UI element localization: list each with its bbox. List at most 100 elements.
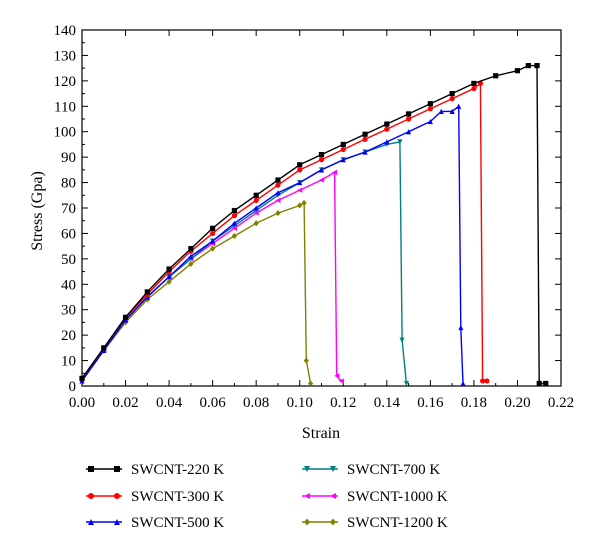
legend-marker <box>114 466 120 472</box>
data-point <box>231 213 238 219</box>
legend-item: SWCNT-1000 K <box>302 489 448 505</box>
axis-ticks: 0.00 0.02 0.04 0.06 0.08 0.10 0.12 0.14 0.16 0.18… <box>54 23 575 411</box>
x-axis-label: Strain <box>302 425 340 442</box>
data-point <box>301 199 307 207</box>
x-tick-label: 0.00 <box>69 395 95 411</box>
data-point <box>318 152 325 158</box>
legend-marker <box>88 466 94 472</box>
legend-label: SWCNT-700 K <box>347 462 440 478</box>
y-tick-label: 120 <box>54 74 77 90</box>
data-point <box>384 121 390 127</box>
legend-item: SWCNT-700 K <box>302 462 440 478</box>
data-point <box>253 192 259 198</box>
x-tick-label: 0.22 <box>548 395 574 411</box>
plot-frame <box>81 29 562 387</box>
y-tick-label: 50 <box>61 252 76 268</box>
series-line <box>81 64 546 385</box>
y-tick-label: 20 <box>61 328 76 344</box>
data-point <box>543 380 549 387</box>
data-point <box>484 378 490 384</box>
x-tick-label: 0.14 <box>374 395 401 411</box>
x-tick-label: 0.20 <box>504 395 530 411</box>
data-point <box>297 162 303 168</box>
data-point <box>275 190 281 196</box>
data-point <box>210 230 216 237</box>
y-axis-label: Stress (Gpa) <box>29 171 46 251</box>
x-tick-label: 0.08 <box>243 395 269 411</box>
data-point <box>397 139 403 145</box>
data-point <box>340 146 346 153</box>
data-point <box>493 73 499 79</box>
data-point <box>340 141 346 148</box>
x-tick-label: 0.18 <box>461 395 487 411</box>
data-point <box>166 274 172 280</box>
data-point <box>399 337 405 343</box>
data-point <box>303 357 309 364</box>
data-point <box>210 225 216 231</box>
data-point <box>253 197 259 203</box>
legend-label: SWCNT-220 K <box>131 462 224 478</box>
series-line <box>81 202 312 384</box>
y-tick-label: 100 <box>54 125 77 141</box>
series-swcnt-700-k <box>79 139 410 387</box>
data-point <box>275 177 281 183</box>
data-point <box>534 63 540 69</box>
legend-marker <box>304 466 310 472</box>
data-point <box>460 380 466 387</box>
series-swcnt-220-k <box>79 63 549 387</box>
data-point <box>449 108 455 114</box>
data-point <box>79 375 85 381</box>
data-point <box>275 182 281 188</box>
series-swcnt-300-k <box>79 80 490 384</box>
data-point <box>438 108 444 114</box>
data-point <box>297 202 303 209</box>
data-point <box>405 129 412 135</box>
legend-marker <box>88 493 94 499</box>
y-tick-label: 40 <box>61 277 76 293</box>
y-tick-label: 0 <box>69 379 77 395</box>
data-point <box>405 116 412 122</box>
data-point <box>471 85 477 92</box>
data-point <box>210 238 216 244</box>
data-point <box>144 289 150 295</box>
data-point <box>427 106 433 112</box>
data-point <box>308 380 314 387</box>
data-point <box>536 380 542 387</box>
data-point <box>253 205 259 211</box>
data-point <box>471 80 477 86</box>
data-point <box>480 378 486 384</box>
data-point <box>101 345 107 351</box>
data-point <box>449 96 455 102</box>
data-point <box>427 118 433 125</box>
series-swcnt-1200-k <box>79 199 314 387</box>
data-point <box>318 167 325 173</box>
legend-label: SWCNT-500 K <box>131 515 224 531</box>
data-point <box>166 266 172 272</box>
data-point <box>338 378 344 384</box>
data-point <box>253 220 259 227</box>
legend-item: SWCNT-500 K <box>86 515 224 531</box>
data-point <box>334 373 340 379</box>
y-tick-label: 80 <box>61 176 76 192</box>
data-point <box>427 101 433 107</box>
series-line <box>81 105 464 384</box>
legend-marker <box>88 519 94 525</box>
legend-marker <box>114 493 120 499</box>
legend-item: SWCNT-300 K <box>86 489 224 505</box>
data-point <box>362 136 368 142</box>
data-point <box>340 157 346 163</box>
legend-item: SWCNT-220 K <box>86 462 224 478</box>
data-point <box>362 149 368 155</box>
y-tick-label: 10 <box>61 354 76 370</box>
series-line <box>81 141 408 384</box>
legend-marker <box>304 518 310 526</box>
legend-marker <box>330 493 336 499</box>
x-tick-label: 0.12 <box>330 395 356 411</box>
data-point <box>458 324 464 331</box>
data-point <box>210 245 216 252</box>
x-tick-label: 0.10 <box>287 395 313 411</box>
data-point <box>188 246 194 252</box>
data-point <box>297 179 303 186</box>
y-tick-label: 130 <box>54 48 77 64</box>
